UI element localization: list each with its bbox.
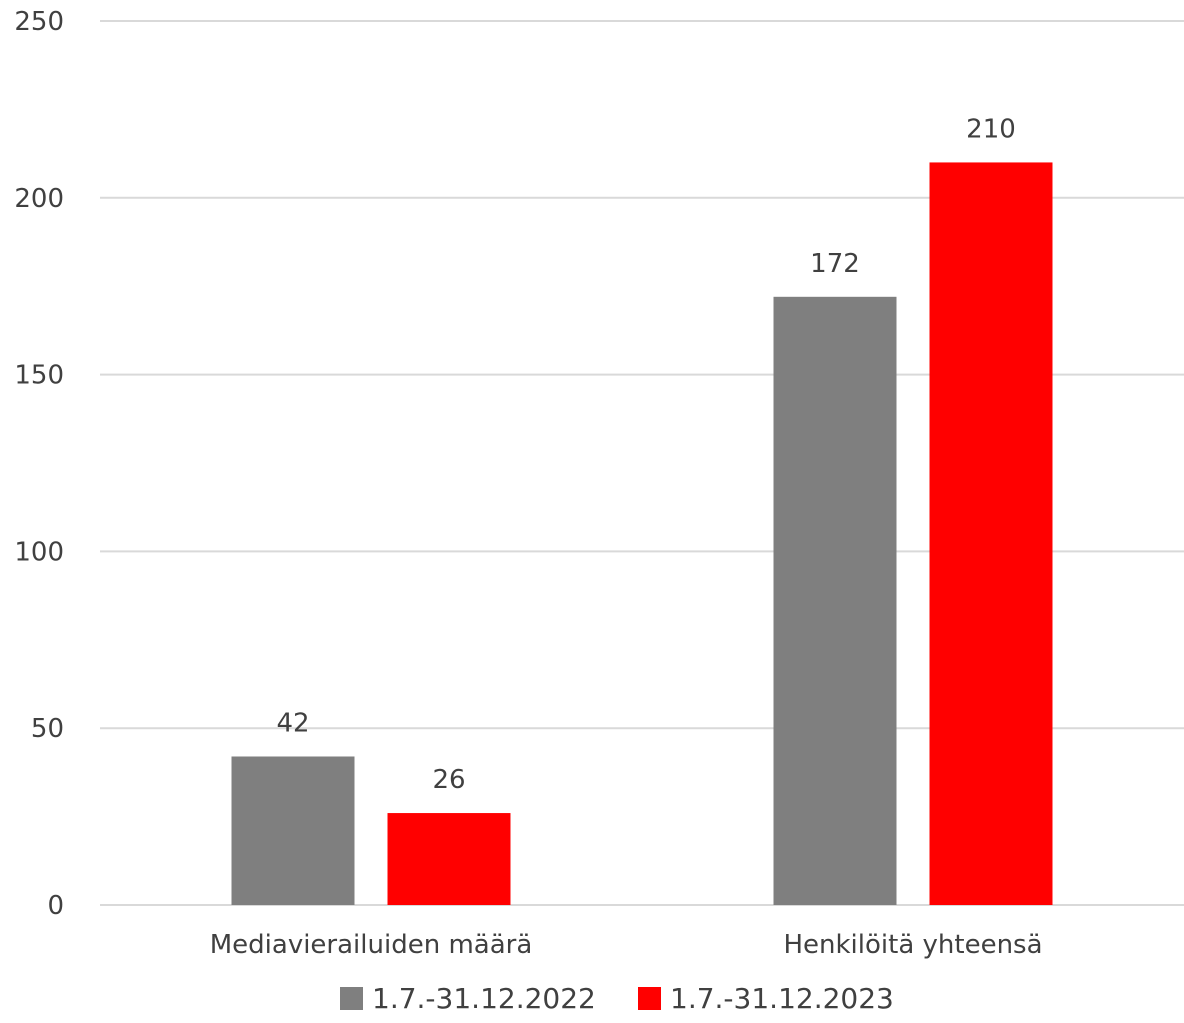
category-label-2: Henkilöitä yhteensä bbox=[783, 930, 1042, 960]
data-label-1-series-1: 42 bbox=[276, 708, 309, 738]
y-tick-label-200: 200 bbox=[14, 184, 64, 214]
legend-swatch-1 bbox=[340, 987, 363, 1010]
y-axis-tick-labels: 0 50 100 150 200 250 bbox=[14, 7, 64, 921]
bars bbox=[231, 162, 1053, 906]
category-labels: Mediavierailuiden määrä Henkilöitä yhteen… bbox=[210, 930, 1043, 960]
y-tick-label-150: 150 bbox=[14, 361, 64, 391]
data-labels: 42 26 172 210 bbox=[276, 114, 1015, 795]
legend-swatch-2 bbox=[638, 987, 661, 1010]
data-label-2-series-2: 210 bbox=[966, 114, 1016, 144]
y-tick-label-50: 50 bbox=[31, 714, 64, 744]
legend: 1.7.-31.12.2022 1.7.-31.12.2023 bbox=[340, 982, 894, 1015]
legend-label-2: 1.7.-31.12.2023 bbox=[670, 982, 894, 1015]
bar-1-series-1 bbox=[231, 756, 355, 905]
legend-label-1: 1.7.-31.12.2022 bbox=[372, 982, 596, 1015]
bar-2-series-2 bbox=[929, 162, 1053, 905]
data-label-1-series-2: 26 bbox=[432, 765, 465, 795]
y-tick-label-250: 250 bbox=[14, 7, 64, 37]
category-label-1: Mediavierailuiden määrä bbox=[210, 930, 533, 960]
y-tick-label-100: 100 bbox=[14, 537, 64, 567]
bar-1-series-2 bbox=[387, 813, 511, 905]
bar-2-series-1 bbox=[773, 296, 897, 906]
y-tick-label-0: 0 bbox=[47, 891, 64, 921]
data-label-2-series-1: 172 bbox=[810, 249, 860, 279]
